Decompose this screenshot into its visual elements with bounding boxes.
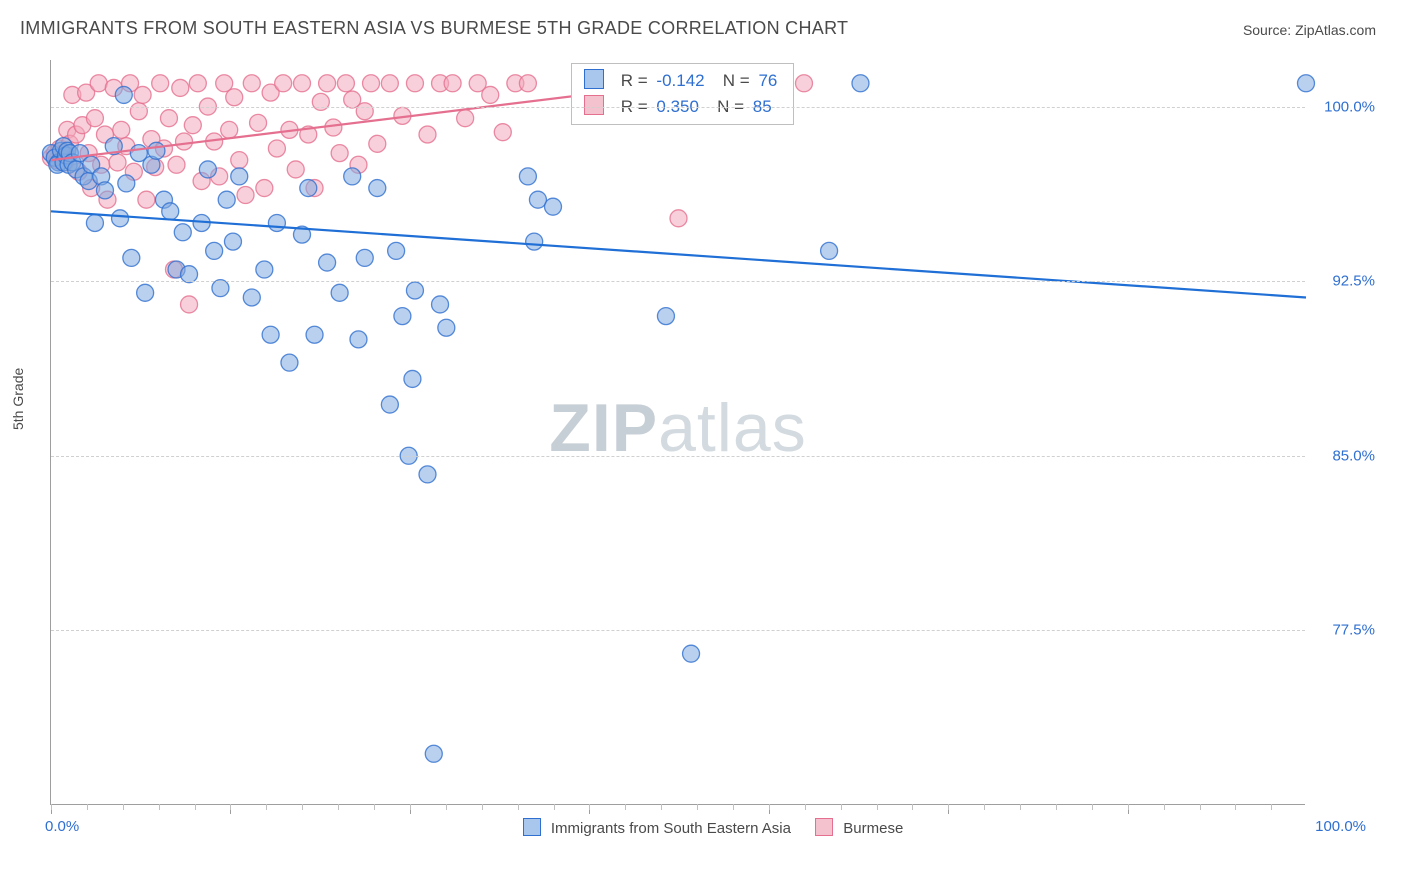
x-tick-minor (1020, 804, 1021, 810)
x-tick-minor (589, 804, 590, 810)
legend-swatch-blue (523, 818, 541, 836)
y-tick-label: 92.5% (1315, 273, 1375, 290)
x-tick-minor (159, 804, 160, 810)
x-tick-minor (410, 804, 411, 810)
x-tick-minor (518, 804, 519, 810)
plot-area: ZIPatlas R = -0.142 N = 76 R = 0.350 N =… (50, 60, 1305, 805)
x-tick-minor (482, 804, 483, 810)
source-label: Source: (1243, 22, 1291, 38)
x-tick-minor (912, 804, 913, 810)
source-attribution: Source: ZipAtlas.com (1243, 22, 1376, 38)
y-tick-label: 77.5% (1315, 622, 1375, 639)
x-tick-minor (984, 804, 985, 810)
y-axis-label: 5th Grade (10, 368, 26, 430)
legend-label-pink: Burmese (843, 820, 903, 837)
x-tick-minor (374, 804, 375, 810)
x-tick-minor (338, 804, 339, 810)
y-tick-label: 100.0% (1315, 98, 1375, 115)
x-tick-minor (302, 804, 303, 810)
x-tick-minor (841, 804, 842, 810)
x-tick-minor (1271, 804, 1272, 810)
legend-swatch-pink (815, 818, 833, 836)
stats-box: R = -0.142 N = 76 R = 0.350 N = 85 (571, 63, 794, 125)
x-tick-minor (625, 804, 626, 810)
x-tick-minor (195, 804, 196, 810)
legend-label-blue: Immigrants from South Eastern Asia (551, 820, 791, 837)
legend-bottom: Immigrants from South Eastern Asia Burme… (0, 818, 1406, 837)
x-tick-minor (123, 804, 124, 810)
stats-swatch-pink (584, 95, 604, 115)
stats-r-blue: -0.142 (656, 71, 704, 90)
x-tick-minor (266, 804, 267, 810)
x-tick-minor (877, 804, 878, 810)
chart-title: IMMIGRANTS FROM SOUTH EASTERN ASIA VS BU… (20, 18, 848, 39)
x-tick-minor (1164, 804, 1165, 810)
x-tick-minor (230, 804, 231, 810)
gridline (51, 107, 1305, 108)
x-tick-minor (87, 804, 88, 810)
stats-swatch-blue (584, 69, 604, 89)
chart-container: IMMIGRANTS FROM SOUTH EASTERN ASIA VS BU… (0, 0, 1406, 892)
x-tick-minor (1235, 804, 1236, 810)
x-tick-minor (51, 804, 52, 810)
x-tick-minor (1200, 804, 1201, 810)
stats-n-blue: 76 (758, 71, 777, 90)
x-tick-minor (446, 804, 447, 810)
x-tick-minor (1092, 804, 1093, 810)
x-tick-minor (733, 804, 734, 810)
stats-row-blue: R = -0.142 N = 76 (584, 68, 781, 94)
gridline (51, 281, 1305, 282)
x-tick-minor (554, 804, 555, 810)
x-tick-minor (1056, 804, 1057, 810)
x-tick-minor (805, 804, 806, 810)
x-tick-minor (661, 804, 662, 810)
x-tick-minor (697, 804, 698, 810)
x-tick-minor (769, 804, 770, 810)
source-value: ZipAtlas.com (1295, 22, 1376, 38)
x-tick-minor (948, 804, 949, 810)
gridline (51, 456, 1305, 457)
x-tick-minor (1128, 804, 1129, 810)
gridline (51, 630, 1305, 631)
y-tick-label: 85.0% (1315, 447, 1375, 464)
chart-svg (51, 60, 1305, 804)
